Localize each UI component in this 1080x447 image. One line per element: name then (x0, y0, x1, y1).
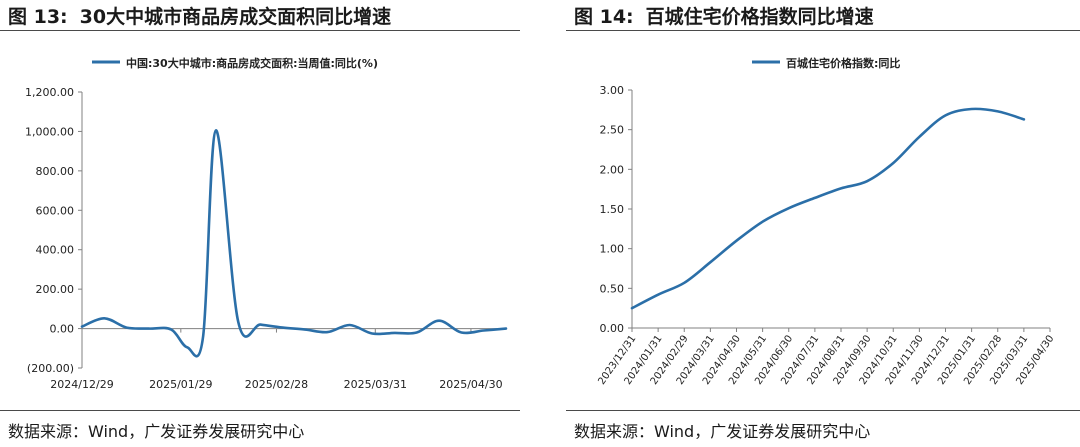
y-tick-label-14: 2.50 (600, 124, 625, 137)
x-tick-label-13: 2025/01/29 (149, 378, 212, 391)
y-tick-label-13: (200.00) (27, 362, 74, 375)
x-tick-label-13: 2025/03/31 (344, 378, 407, 391)
figure-13-bottom-rule (0, 410, 520, 411)
figure-14-header: 图 14: 百城住宅价格指数同比增速 (574, 2, 874, 29)
figure-13-panel: 图 13: 30大中城市商品房成交面积同比增速 中国:30大中城市:商品房成交面积… (0, 0, 520, 447)
y-tick-label-14: 1.00 (600, 243, 625, 256)
y-tick-label-13: 800.00 (36, 165, 75, 178)
figure-13-header: 图 13: 30大中城市商品房成交面积同比增速 (8, 2, 391, 29)
x-tick-label-13: 2025/04/30 (439, 378, 502, 391)
y-tick-label-14: 0.00 (600, 322, 625, 335)
y-tick-label-13: 1,000.00 (25, 125, 74, 138)
chart-13-svg: 中国:30大中城市:商品房成交面积:当周值:同比(%) 1,200.00 1,000… (25, 56, 508, 391)
y-tick-label-13: 400.00 (36, 244, 75, 257)
figure-14-title: 百城住宅价格指数同比增速 (645, 6, 874, 28)
legend-label-14: 百城住宅价格指数:同比 (786, 56, 900, 70)
figure-13-title: 30大中城市商品房成交面积同比增速 (79, 6, 392, 28)
y-tick-label-14: 3.00 (600, 84, 625, 97)
figure-14-bottom-rule (566, 410, 1080, 411)
y-tick-label-14: 0.50 (600, 282, 625, 295)
y-tick-label-13: 600.00 (36, 204, 75, 217)
figure-14-number: 图 14: (574, 6, 634, 28)
y-tick-label-14: 2.00 (600, 163, 625, 176)
y-tick-label-13: 0.00 (50, 323, 75, 336)
chart-14-svg: 百城住宅价格指数:同比3.002.502.001.501.000.500.002… (596, 56, 1056, 387)
figure-13-source: 数据来源：Wind，广发证券发展研究中心 (8, 422, 305, 441)
series-line-13 (80, 129, 508, 358)
figure-14-panel: 图 14: 百城住宅价格指数同比增速 百城住宅价格指数:同比 3.00 2.50 2.0… (566, 0, 1080, 447)
x-tick-label-13: 2025/02/28 (245, 378, 308, 391)
x-tick-label-13: 2024/12/29 (50, 378, 113, 391)
y-tick-label-14: 1.50 (600, 203, 625, 216)
figure-13-top-rule (0, 30, 520, 31)
y-tick-label-13: 1,200.00 (25, 86, 74, 99)
y-tick-label-13: 200.00 (36, 283, 75, 296)
legend-label-13: 中国:30大中城市:商品房成交面积:当周值:同比(%) (126, 56, 378, 70)
series-line-14 (630, 107, 1026, 310)
figure-13-number: 图 13: (8, 6, 68, 28)
figure-14-top-rule (566, 30, 1080, 31)
figure-14-source: 数据来源：Wind，广发证券发展研究中心 (574, 422, 871, 441)
